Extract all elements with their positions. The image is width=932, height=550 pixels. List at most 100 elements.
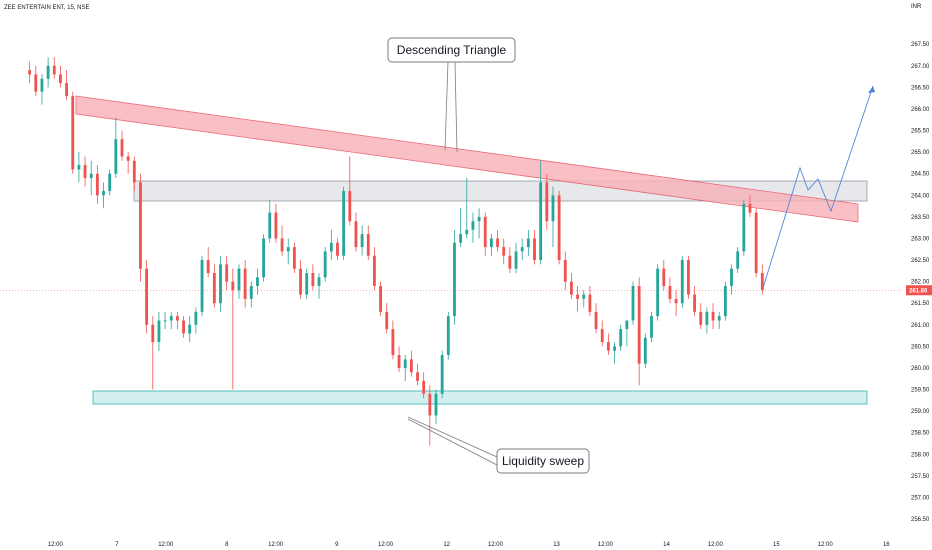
y-tick-label: 261.50: [911, 301, 930, 307]
descending-trendline-band: [75, 95, 859, 223]
candle: [219, 255, 222, 312]
candle: [182, 316, 185, 338]
candle-body: [231, 281, 235, 291]
y-tick-label: 259.00: [911, 409, 930, 415]
y-tick-label: 265.50: [911, 129, 930, 135]
candle-body: [342, 190, 346, 256]
candle: [539, 160, 543, 265]
candle-body: [723, 285, 727, 317]
candle-body: [483, 216, 487, 248]
candle: [674, 290, 678, 317]
candle-body: [243, 268, 247, 299]
x-tick-label: 12:00: [598, 542, 614, 548]
candle: [582, 290, 586, 308]
candle: [625, 320, 629, 347]
candle: [286, 238, 290, 265]
candle-body: [348, 190, 352, 222]
candle: [403, 355, 407, 381]
candle: [212, 264, 216, 308]
candle-body: [409, 359, 413, 373]
candle: [145, 260, 149, 334]
candle-body: [169, 316, 173, 321]
candle-body: [730, 268, 733, 286]
candle: [274, 203, 278, 243]
y-tick-label: 267.50: [911, 42, 930, 48]
candle-body: [46, 65, 50, 79]
candle-body: [157, 320, 161, 343]
candle: [502, 238, 506, 265]
candle: [256, 268, 259, 295]
x-tick-label: 12:00: [708, 542, 724, 548]
last-price-tag-bg: [906, 285, 932, 296]
candle: [576, 285, 580, 312]
candle: [360, 225, 364, 256]
candle: [754, 208, 758, 278]
candle-body: [163, 320, 167, 322]
candle-body: [465, 229, 469, 235]
candle: [748, 195, 752, 217]
candle-body: [237, 268, 241, 291]
candle: [557, 190, 561, 265]
candle: [545, 173, 549, 230]
candle: [650, 311, 653, 343]
axis-layer: 256.50 257.00 257.50 258.00 258.50 259.00 259.…: [48, 42, 932, 548]
candle-body: [317, 277, 321, 286]
candle-body: [182, 320, 185, 334]
candle-body: [428, 393, 432, 416]
candle: [446, 311, 450, 360]
candle-body: [379, 285, 382, 312]
candle-body: [360, 234, 364, 248]
candle-body: [77, 165, 81, 170]
candle: [323, 247, 327, 282]
candle: [656, 264, 660, 321]
candle: [699, 303, 703, 330]
candle: [175, 311, 179, 330]
candle-body: [151, 324, 155, 343]
candle: [188, 316, 192, 343]
candle: [262, 234, 266, 282]
liquidity-sweep-callout[interactable]: Liquidity sweep: [496, 448, 590, 474]
overlay-layer: [407, 61, 875, 466]
callout-pointer: [444, 61, 449, 151]
candle: [668, 277, 672, 304]
symbol-title: ZEE ENTERTAIN ENT, 15, NSE: [4, 5, 89, 11]
candle-body: [274, 212, 278, 239]
candle-body: [391, 329, 395, 356]
descending-triangle-label: Descending Triangle: [397, 43, 507, 57]
candle-body: [502, 247, 506, 256]
candle: [600, 320, 604, 347]
candle-body: [212, 273, 216, 304]
candle: [206, 247, 210, 278]
candle: [280, 225, 284, 256]
y-tick-label: 259.50: [911, 388, 930, 394]
candle: [385, 303, 389, 334]
candle-body: [600, 329, 604, 343]
zones-layer: [0, 95, 903, 405]
candle: [631, 281, 635, 325]
candle-body: [249, 285, 253, 299]
x-tick-label: 9: [335, 542, 339, 548]
candle-body: [656, 268, 660, 317]
candle-body: [446, 316, 450, 356]
candle: [680, 255, 684, 308]
candle: [46, 57, 50, 88]
candle: [397, 346, 401, 373]
y-tick-label: 264.50: [911, 172, 930, 178]
candle-body: [711, 311, 715, 321]
candle-body: [366, 234, 370, 256]
callout-pointer: [454, 61, 458, 153]
candle-body: [422, 380, 426, 394]
candle-body: [637, 285, 641, 364]
projection-arrowhead: [868, 86, 875, 93]
candle: [508, 247, 512, 273]
x-tick-label: 14: [663, 542, 670, 548]
descending-triangle-callout[interactable]: Descending Triangle: [387, 37, 516, 63]
x-tick-label: 12:00: [268, 542, 284, 548]
candle-body: [508, 255, 512, 269]
candle-body: [631, 285, 635, 321]
candle-body: [71, 96, 75, 170]
candle-body: [403, 359, 407, 368]
candle: [342, 186, 346, 261]
y-tick-label: 266.50: [911, 85, 930, 91]
candle-body: [613, 346, 616, 351]
